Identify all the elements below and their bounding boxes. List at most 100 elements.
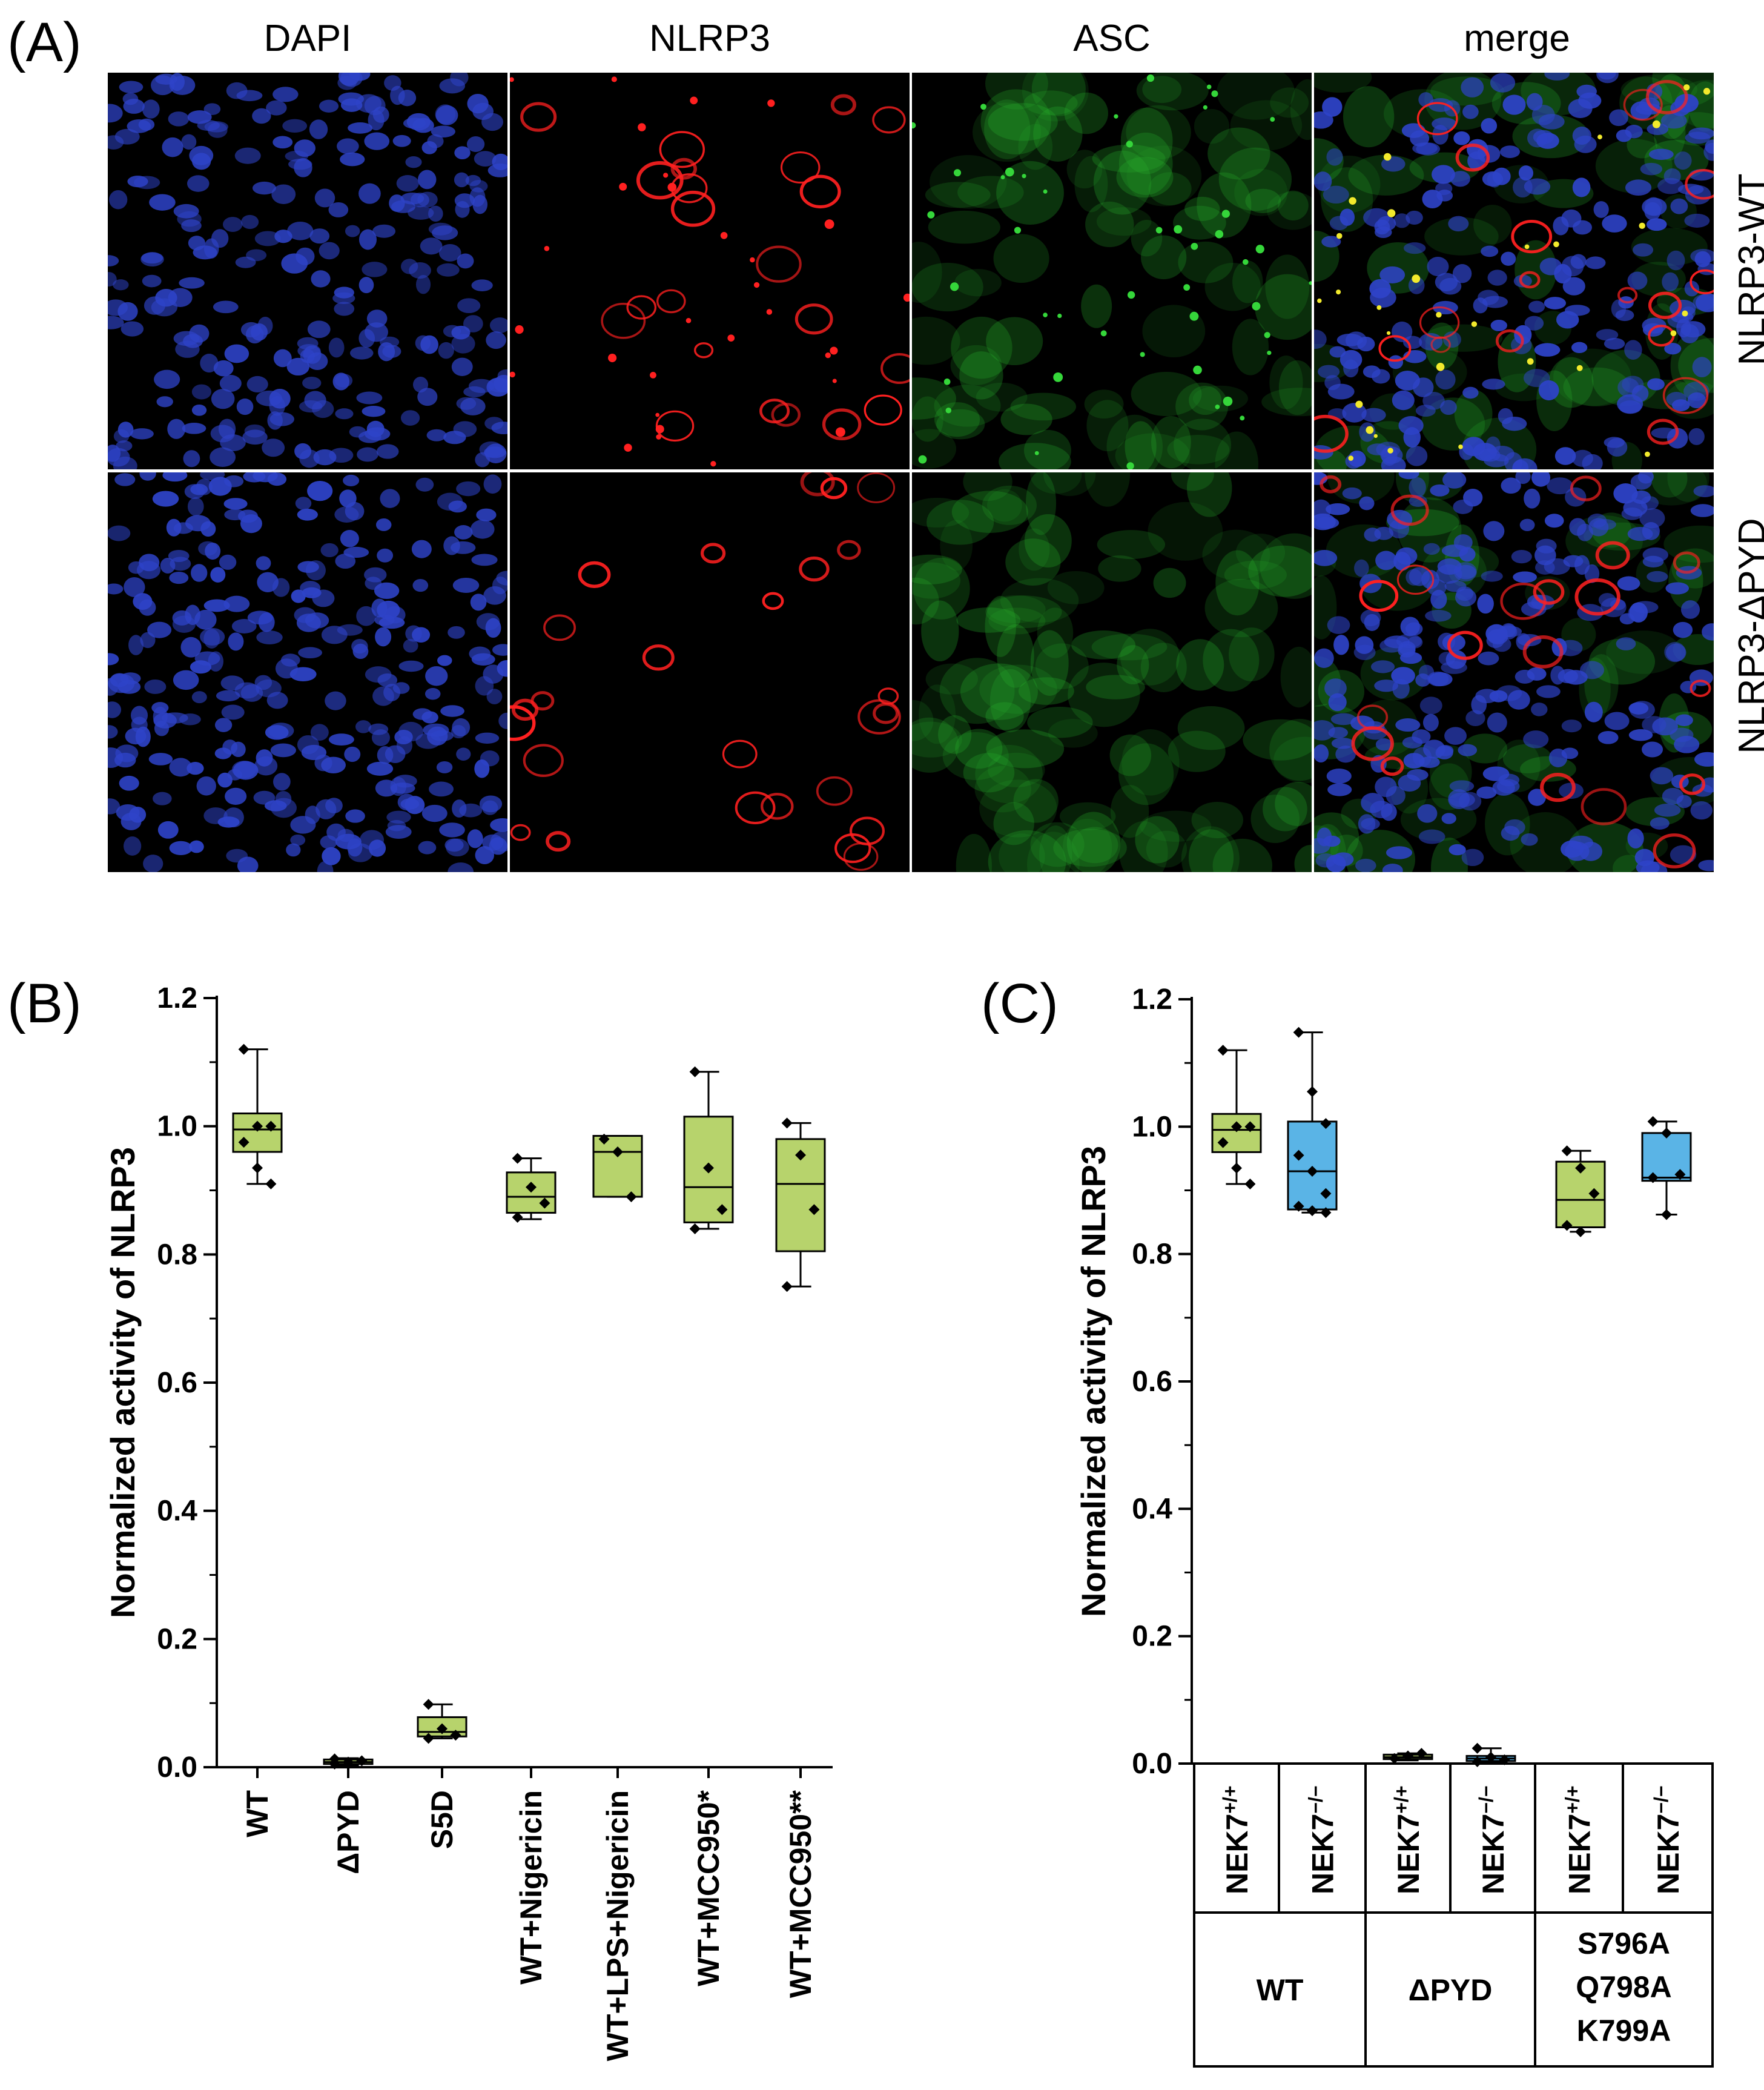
- nucleus: [1617, 576, 1640, 591]
- nucleus: [1435, 369, 1456, 390]
- nucleus: [143, 855, 164, 872]
- nucleus: [347, 838, 363, 857]
- nucleus: [1442, 472, 1467, 489]
- nucleus: [1386, 846, 1413, 859]
- nucleus: [113, 279, 129, 291]
- data-point: [1293, 1149, 1304, 1161]
- nucleus: [1361, 818, 1380, 830]
- nucleus: [479, 441, 503, 458]
- speck: [912, 122, 916, 129]
- cell-outline: [1351, 726, 1394, 761]
- nucleus: [411, 540, 432, 558]
- nucleus: [225, 787, 247, 805]
- cytoplasm-haze: [1171, 472, 1214, 491]
- nucleus: [203, 599, 230, 612]
- nucleus: [1343, 359, 1359, 378]
- nucleus: [1453, 131, 1470, 145]
- cytoplasm-haze: [1261, 388, 1312, 417]
- nucleus: [175, 340, 200, 358]
- nucleus: [1554, 447, 1576, 465]
- cytoplasm-haze: [1047, 570, 1105, 604]
- cell-outline: [700, 543, 726, 564]
- speck: [1355, 400, 1363, 408]
- nucleus: [154, 369, 180, 389]
- nucleus: [301, 744, 327, 761]
- nucleus: [322, 847, 341, 865]
- nucleus: [1531, 703, 1548, 716]
- cell-outline: [1690, 680, 1711, 697]
- data-point: [512, 1211, 523, 1223]
- nucleus: [1647, 570, 1668, 583]
- nucleus: [439, 78, 466, 94]
- nucleus: [1664, 343, 1682, 355]
- nucleus: [1571, 449, 1593, 468]
- cytoplasm-haze: [985, 73, 1048, 110]
- speck: [1436, 363, 1445, 371]
- cytoplasm-haze: [927, 500, 994, 545]
- cytoplasm-haze: [1294, 845, 1312, 872]
- nucleus: [365, 322, 388, 342]
- cytoplasm-haze: [1255, 274, 1312, 340]
- data-point: [781, 1117, 793, 1129]
- nucleus: [246, 375, 268, 393]
- nucleus: [1415, 405, 1436, 417]
- nucleus: [1487, 629, 1508, 645]
- nucleus: [244, 424, 265, 438]
- nucleus: [273, 349, 292, 368]
- nucleus: [1462, 104, 1479, 119]
- data-point: [252, 1120, 263, 1132]
- nucleus: [294, 158, 312, 177]
- speck: [650, 371, 656, 379]
- cytoplasm-haze: [1502, 744, 1553, 773]
- nucleus: [214, 747, 232, 759]
- data-point: [689, 1066, 701, 1077]
- nucleus: [1527, 128, 1548, 148]
- speck: [1043, 313, 1048, 317]
- speck: [685, 318, 692, 323]
- nucleus: [108, 104, 123, 123]
- speck: [1386, 331, 1391, 336]
- data-point: [238, 1043, 249, 1055]
- cell-outline: [1648, 291, 1682, 319]
- nucleus: [1687, 392, 1706, 409]
- nucleus: [185, 604, 200, 626]
- cytoplasm-haze: [1462, 733, 1507, 764]
- cytoplasm-haze: [1280, 646, 1312, 708]
- speck: [1057, 313, 1062, 319]
- nucleus: [305, 805, 320, 824]
- nucleus: [356, 391, 383, 405]
- cytoplasm-haze: [1224, 560, 1287, 589]
- nucleus: [497, 369, 507, 382]
- cytoplasm-haze: [928, 210, 1000, 244]
- speck: [1126, 141, 1133, 148]
- nucleus: [421, 804, 448, 822]
- nucleus: [181, 219, 202, 233]
- cytoplasm-haze: [1553, 348, 1631, 406]
- speck: [1114, 114, 1118, 119]
- speck: [510, 77, 514, 82]
- cytoplasm-haze: [1019, 528, 1050, 571]
- speck: [1221, 210, 1231, 218]
- nucleus: [108, 316, 124, 329]
- cytoplasm-haze: [1035, 643, 1089, 689]
- nucleus: [1409, 477, 1426, 498]
- y-tick-label: 1.2: [157, 982, 197, 1014]
- nucleus: [1577, 523, 1593, 541]
- cytoplasm-haze: [1232, 319, 1269, 375]
- nucleus: [241, 214, 259, 230]
- nucleus: [187, 497, 204, 516]
- cytoplasm-haze: [1018, 677, 1074, 705]
- cytoplasm-haze: [912, 262, 983, 312]
- speck: [1155, 227, 1163, 234]
- nucleus: [1507, 690, 1530, 710]
- nucleus: [1398, 472, 1419, 480]
- cell-outline: [1416, 102, 1458, 136]
- nucleus: [1382, 864, 1403, 872]
- speck: [515, 325, 524, 334]
- nucleus: [303, 345, 322, 364]
- cell-outline: [659, 131, 705, 168]
- nucleus: [1422, 190, 1443, 209]
- nucleus: [377, 548, 394, 563]
- nucleus: [1395, 718, 1421, 732]
- cytoplasm-haze: [1121, 729, 1180, 796]
